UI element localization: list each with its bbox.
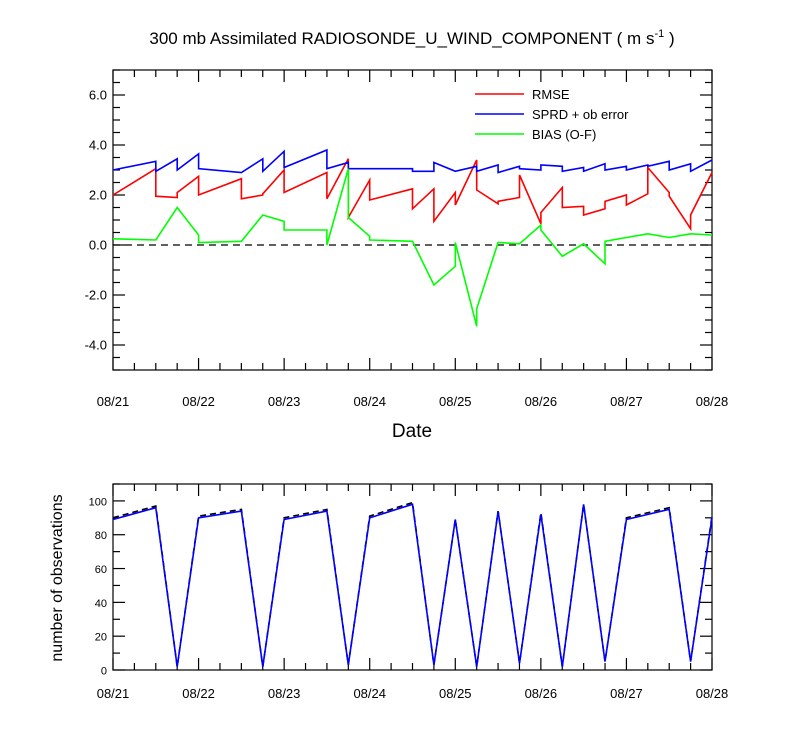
bottom-plot-ytick-label: 0 (101, 666, 107, 678)
bottom-plot-xtick-label: 08/21 (97, 686, 130, 701)
bottom-plot-xtick-label: 08/22 (182, 686, 215, 701)
top-plot-series-line (112, 158, 713, 232)
top-plot-ytick-label: -2.0 (85, 288, 107, 303)
top-plot-xtick-label: 08/27 (610, 394, 643, 409)
chart-title-text: 300 mb Assimilated RADIOSONDE_U_WIND_COM… (149, 29, 654, 48)
bottom-plot-xtick-label: 08/28 (696, 686, 729, 701)
top-plot-ytick-label: 6.0 (89, 88, 107, 103)
top-plot-xtick-label: 08/21 (97, 394, 130, 409)
top-plot-xtick-label: 08/26 (525, 394, 558, 409)
top-plot-series-line (112, 148, 713, 174)
legend-label: RMSE (532, 87, 570, 102)
bottom-plot-ytick-label: 40 (95, 598, 107, 610)
top-plot-ytick-label: 4.0 (89, 138, 107, 153)
chart-title-close: ) (664, 29, 674, 48)
top-plot-xtick-label: 08/24 (353, 394, 386, 409)
chart-title-unit-sup: -1 (654, 28, 664, 40)
bottom-plot-frame (112, 483, 713, 671)
bottom-plot: 08/21 08/22 08/23 08/24 08/25 08/26 08/27 08/28… (89, 483, 729, 701)
bottom-plot-ytick-label: 60 (95, 564, 107, 576)
top-plot-ytick-label: 2.0 (89, 188, 107, 203)
chart-title: 300 mb Assimilated RADIOSONDE_U_WIND_COM… (149, 28, 674, 48)
bottom-plot-ytick-label: 100 (89, 496, 107, 508)
top-plot-xtick-label: 08/23 (268, 394, 301, 409)
bottom-plot-ytick-label: 80 (95, 530, 107, 542)
bottom-plot-xtick-label: 08/26 (525, 686, 558, 701)
top-x-axis-label: Date (392, 421, 432, 442)
top-plot-xtick-label: 08/22 (182, 394, 215, 409)
bottom-plot-xtick-label: 08/25 (439, 686, 472, 701)
bottom-plot-xtick-label: 08/27 (610, 686, 643, 701)
bottom-plot-xtick-label: 08/23 (268, 686, 301, 701)
legend-label: SPRD + ob error (532, 107, 629, 122)
legend-label: BIAS (O-F) (532, 127, 596, 142)
top-plot-xtick-label: 08/25 (439, 394, 472, 409)
bottom-plot-series-line (112, 503, 713, 667)
bottom-plot-xtick-label: 08/24 (353, 686, 386, 701)
bottom-y-axis-label: number of observations (49, 494, 66, 661)
top-plot-ytick-label: -4.0 (85, 338, 107, 353)
top-plot-ytick-label: 0.0 (89, 238, 107, 253)
top-plot-series-line (112, 168, 713, 327)
bottom-plot-ytick-label: 20 (95, 632, 107, 644)
bottom-plot-series-line (112, 501, 713, 667)
top-plot: 08/21 08/22 08/23 08/24 08/25 08/26 08/27 08/28… (85, 69, 729, 409)
top-plot-xtick-label: 08/28 (696, 394, 729, 409)
